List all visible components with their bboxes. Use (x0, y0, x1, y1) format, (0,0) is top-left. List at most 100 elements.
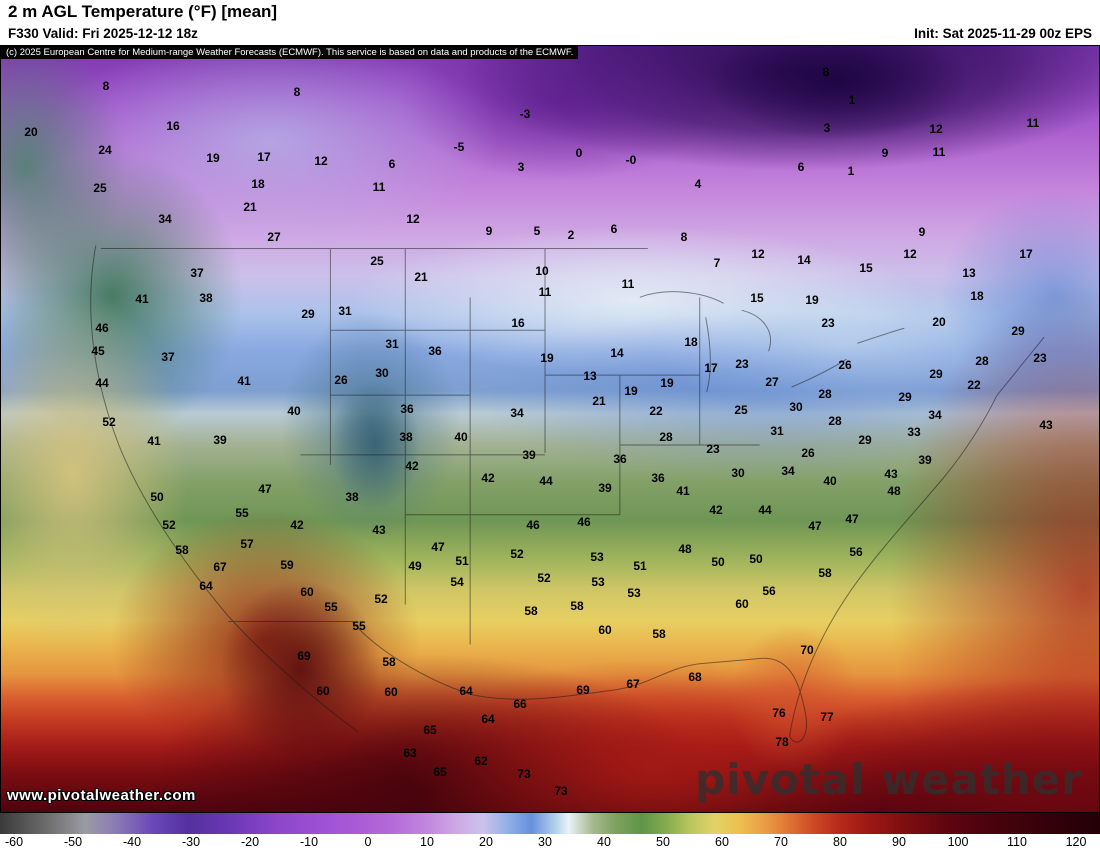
temp-label: 54 (450, 575, 464, 589)
temp-label: 17 (704, 361, 718, 375)
temp-label: 0 (575, 146, 583, 160)
temp-label: 69 (297, 649, 311, 663)
temperature-field-svg (1, 46, 1099, 812)
colorbar-tick-label: -30 (181, 835, 201, 849)
temp-label: 47 (258, 482, 272, 496)
temp-label: 46 (577, 515, 591, 529)
temp-label: 47 (808, 519, 822, 533)
temp-label: -0 (625, 153, 637, 167)
valid-time: F330 Valid: Fri 2025-12-12 18z (8, 26, 198, 41)
colorbar: -60 -50 -40 -30 -20 -10 0 10 20 30 40 50 60 70 80 90 100… (0, 813, 1100, 850)
colorbar-tick-label: 0 (364, 835, 372, 849)
temp-label: 60 (384, 685, 398, 699)
temp-label: 6 (797, 160, 805, 174)
temp-label: 23 (735, 357, 749, 371)
temp-label: 37 (190, 266, 204, 280)
temp-label: 36 (428, 344, 442, 358)
temp-label: 64 (199, 579, 213, 593)
temp-label: 34 (928, 408, 942, 422)
temp-label: 34 (510, 406, 524, 420)
temp-label: 66 (513, 697, 527, 711)
temp-label: 15 (859, 261, 873, 275)
temp-label: 41 (237, 374, 251, 388)
temp-label: 60 (735, 597, 749, 611)
url-watermark: www.pivotalweather.com (7, 787, 196, 804)
temp-label: 60 (316, 684, 330, 698)
temp-label: 18 (970, 289, 984, 303)
colorbar-tick-label: 40 (597, 835, 611, 849)
temperature-map: (c) 2025 European Centre for Medium-rang… (0, 45, 1100, 813)
temp-label: 29 (1011, 324, 1025, 338)
temp-label: 52 (510, 547, 524, 561)
temp-label: 16 (166, 119, 180, 133)
temp-label: 77 (820, 710, 834, 724)
temp-label: 9 (918, 225, 926, 239)
colorbar-tick-label: 120 (1065, 835, 1087, 849)
boundary-lines (90, 245, 1045, 743)
temp-label: 30 (731, 466, 745, 480)
temp-label: 19 (805, 293, 819, 307)
temp-label: 22 (649, 404, 663, 418)
temp-label: 26 (334, 373, 348, 387)
colorbar-tick-label: -20 (240, 835, 260, 849)
temp-label: 51 (455, 554, 469, 568)
temp-label: 52 (162, 518, 176, 532)
temp-label: 15 (750, 291, 764, 305)
temp-label: 36 (651, 471, 665, 485)
colorbar-tick-label: 90 (892, 835, 906, 849)
temp-label: 38 (399, 430, 413, 444)
temp-label: 57 (240, 537, 254, 551)
temp-label: 43 (372, 523, 386, 537)
temp-label: 41 (147, 434, 161, 448)
temp-label: 58 (382, 655, 396, 669)
temp-label: 4 (694, 177, 702, 191)
temp-label: 20 (24, 125, 38, 139)
colorbar-tick-label: 80 (833, 835, 847, 849)
temp-label: 47 (845, 512, 859, 526)
temp-label: 50 (749, 552, 763, 566)
temp-label: 58 (175, 543, 189, 557)
temp-label: 11 (372, 180, 386, 194)
temp-label: 43 (884, 467, 898, 481)
temp-label: 39 (213, 433, 227, 447)
temp-label: 38 (345, 490, 359, 504)
temp-label: 40 (287, 404, 301, 418)
temp-label: 58 (818, 566, 832, 580)
temp-label: 3 (517, 160, 525, 174)
temp-label: 65 (433, 765, 447, 779)
temp-label: 8 (102, 79, 110, 93)
temp-label: 45 (91, 344, 105, 358)
temp-label: 20 (932, 315, 946, 329)
temp-label: 46 (526, 518, 540, 532)
colorbar-tick-label: 60 (715, 835, 729, 849)
temp-label: 78 (775, 735, 789, 749)
temp-label: 44 (758, 503, 772, 517)
temp-label: 53 (591, 575, 605, 589)
temp-label: 23 (821, 316, 835, 330)
colorbar-tick-label: -60 (4, 835, 24, 849)
temp-label: 30 (789, 400, 803, 414)
temp-label: 50 (711, 555, 725, 569)
temp-label: 39 (598, 481, 612, 495)
temp-label: 18 (251, 177, 265, 191)
colorbar-tick-label: -40 (122, 835, 142, 849)
temp-label: 27 (267, 230, 281, 244)
temp-label: 18 (684, 335, 698, 349)
temp-label: 36 (400, 402, 414, 416)
temp-label: 65 (423, 723, 437, 737)
temp-label: 52 (537, 571, 551, 585)
temp-label: 69 (576, 683, 590, 697)
temp-label: 12 (929, 122, 943, 136)
temp-label: 42 (481, 471, 495, 485)
temp-label: 27 (765, 375, 779, 389)
temp-label: -3 (519, 107, 531, 121)
temp-label: 55 (235, 506, 249, 520)
temp-label: 64 (459, 684, 473, 698)
temp-label: 9 (881, 146, 889, 160)
temp-label: 47 (431, 540, 445, 554)
temp-label: 19 (206, 151, 220, 165)
temp-label: 48 (887, 484, 901, 498)
temp-label: 6 (610, 222, 618, 236)
colorbar-tick-label: -50 (63, 835, 83, 849)
